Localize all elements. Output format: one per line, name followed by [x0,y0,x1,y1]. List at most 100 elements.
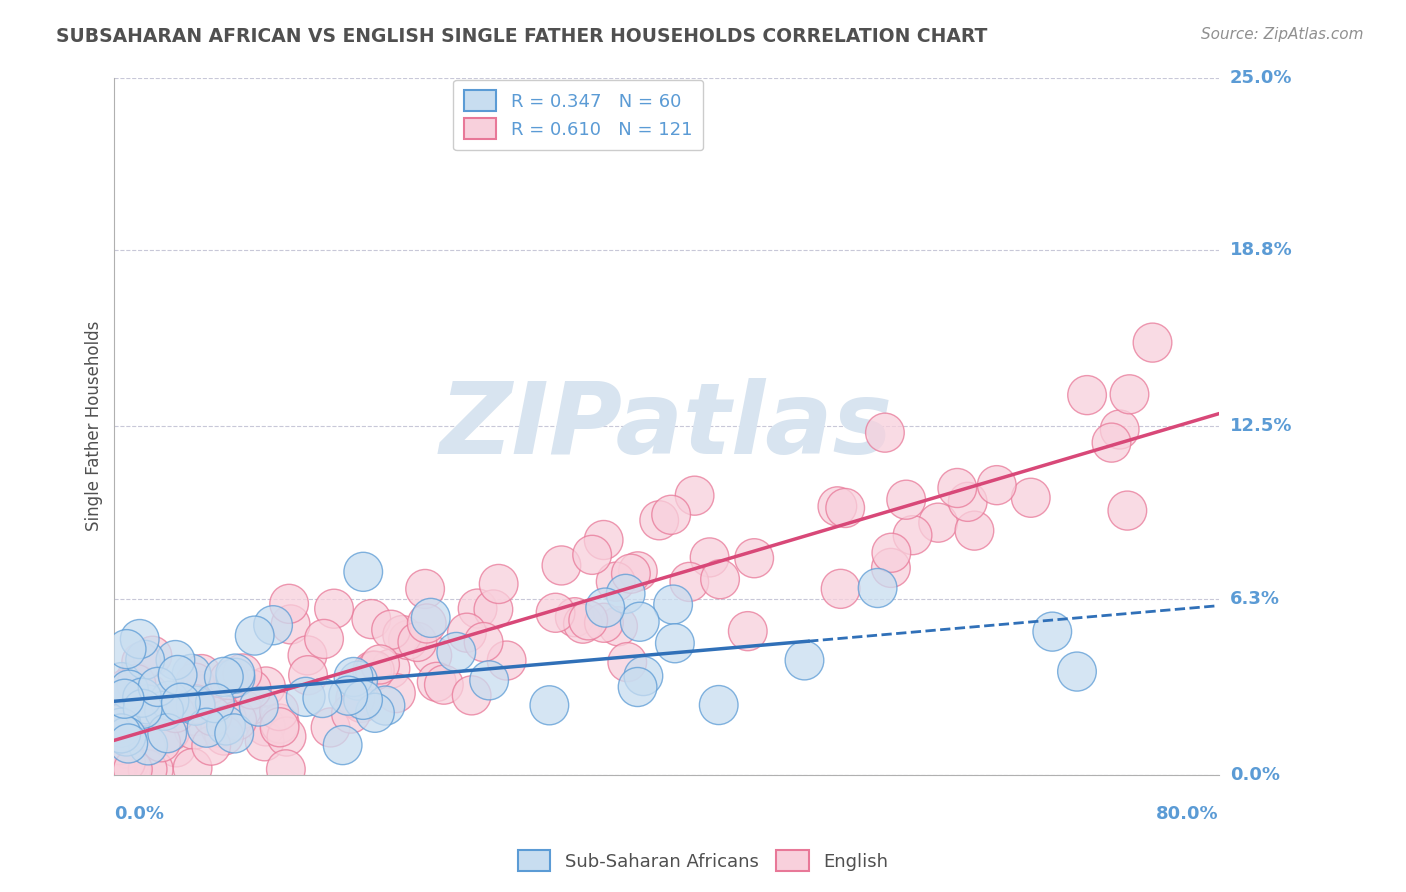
Ellipse shape [138,667,177,706]
Ellipse shape [129,726,167,764]
Ellipse shape [352,599,391,639]
Legend: R = 0.347   N = 60, R = 0.610   N = 121: R = 0.347 N = 60, R = 0.610 N = 121 [453,79,703,150]
Ellipse shape [117,665,156,704]
Text: 0.0%: 0.0% [1230,766,1279,784]
Ellipse shape [132,689,172,728]
Ellipse shape [156,640,195,680]
Ellipse shape [599,607,637,646]
Ellipse shape [270,584,308,624]
Ellipse shape [105,679,143,718]
Ellipse shape [371,649,409,689]
Ellipse shape [1092,423,1130,462]
Ellipse shape [302,679,342,717]
Ellipse shape [209,660,249,699]
Ellipse shape [208,699,246,739]
Ellipse shape [377,673,415,713]
Ellipse shape [195,683,235,723]
Ellipse shape [129,673,167,713]
Ellipse shape [728,612,768,650]
Ellipse shape [1111,375,1149,414]
Ellipse shape [103,708,141,747]
Ellipse shape [620,602,659,641]
Ellipse shape [1067,376,1107,415]
Ellipse shape [949,483,987,521]
Ellipse shape [640,500,679,540]
Ellipse shape [572,535,612,574]
Ellipse shape [675,476,714,516]
Ellipse shape [413,636,451,675]
Ellipse shape [323,725,361,764]
Ellipse shape [344,552,382,591]
Ellipse shape [536,593,575,632]
Ellipse shape [785,640,824,680]
Ellipse shape [173,748,212,788]
Ellipse shape [150,712,190,751]
Ellipse shape [103,714,141,753]
Ellipse shape [287,677,325,716]
Text: 80.0%: 80.0% [1156,805,1219,823]
Ellipse shape [569,601,607,640]
Ellipse shape [1108,491,1147,530]
Ellipse shape [612,554,650,593]
Ellipse shape [174,710,214,749]
Ellipse shape [329,676,367,715]
Ellipse shape [122,642,160,681]
Text: 6.3%: 6.3% [1230,591,1279,608]
Ellipse shape [872,533,911,573]
Ellipse shape [145,691,183,731]
Ellipse shape [114,750,152,789]
Ellipse shape [619,667,657,706]
Ellipse shape [110,743,149,782]
Ellipse shape [135,750,173,789]
Ellipse shape [176,685,215,723]
Ellipse shape [183,655,221,694]
Ellipse shape [1011,478,1050,517]
Ellipse shape [142,723,180,762]
Ellipse shape [735,539,773,578]
Ellipse shape [887,480,925,519]
Legend: Sub-Saharan Africans, English: Sub-Saharan Africans, English [510,843,896,879]
Ellipse shape [585,603,623,642]
Text: Source: ZipAtlas.com: Source: ZipAtlas.com [1201,27,1364,42]
Ellipse shape [858,568,897,607]
Ellipse shape [866,413,904,452]
Ellipse shape [260,691,298,731]
Ellipse shape [121,620,159,658]
Ellipse shape [115,662,153,700]
Ellipse shape [215,714,253,753]
Ellipse shape [311,708,350,747]
Ellipse shape [150,681,188,720]
Ellipse shape [107,743,145,781]
Ellipse shape [361,645,399,684]
Ellipse shape [173,655,211,693]
Ellipse shape [488,641,526,680]
Ellipse shape [619,552,657,591]
Ellipse shape [585,521,623,559]
Ellipse shape [955,511,994,550]
Ellipse shape [938,468,977,508]
Ellipse shape [288,656,328,695]
Ellipse shape [872,549,910,588]
Ellipse shape [654,585,692,624]
Ellipse shape [107,670,145,708]
Ellipse shape [98,750,136,789]
Ellipse shape [246,667,285,706]
Ellipse shape [107,630,146,669]
Ellipse shape [127,727,166,766]
Ellipse shape [437,632,475,672]
Ellipse shape [156,693,195,732]
Ellipse shape [148,714,187,753]
Ellipse shape [179,671,218,710]
Ellipse shape [336,679,374,718]
Ellipse shape [108,724,148,763]
Ellipse shape [201,708,239,747]
Ellipse shape [586,588,624,627]
Ellipse shape [157,728,195,767]
Ellipse shape [671,562,709,601]
Ellipse shape [342,683,381,723]
Ellipse shape [128,750,167,789]
Ellipse shape [406,569,444,608]
Ellipse shape [125,640,165,680]
Ellipse shape [239,687,278,726]
Ellipse shape [543,546,581,585]
